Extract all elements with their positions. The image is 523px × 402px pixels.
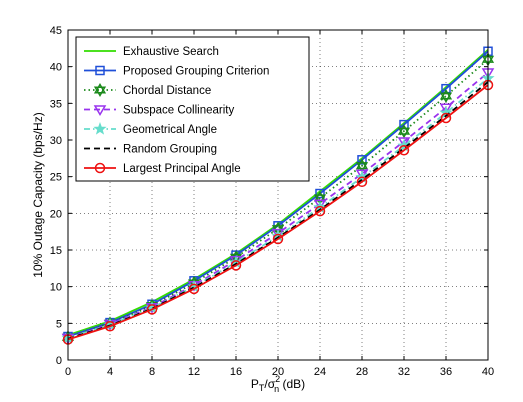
y-axis-label: 10% Outage Capacity (bps/Hz) [31,112,45,277]
largest-principal-angle-marker [146,304,158,315]
x-tick-label: 40 [482,366,494,378]
y-tick-label: 5 [56,318,62,330]
y-tick-label: 40 [50,62,62,74]
legend-label: Geometrical Angle [123,124,217,136]
chordal-distance-marker [439,89,453,100]
chordal-distance-line [67,58,489,339]
proposed-grouping-criterion-marker [315,188,325,199]
x-axis-label-mid: /σ [264,377,275,391]
subspace-collinearity-marker [439,103,453,115]
legend: Exhaustive Search Proposed Grouping Crite… [75,36,310,182]
subspace-collinearity-marker [397,137,411,148]
subspace-collinearity-marker [313,199,327,211]
x-tick-label: 20 [272,366,284,378]
x-axis-label-sub2: n [274,384,279,394]
x-tick-label: 16 [230,366,242,378]
x-axis-label-tail: (dB) [279,377,305,391]
legend-item-proposed-grouping-criterion: Proposed Grouping Criterion [84,66,269,78]
legend-label: Largest Principal Angle [123,163,241,175]
largest-principal-angle-marker [188,283,200,295]
y-tick-label: 25 [50,172,62,184]
x-tick-label: 0 [65,366,71,378]
legend-item-largest-principal-angle: Largest Principal Angle [84,162,241,175]
y-tick-label: 20 [50,208,62,220]
x-tick-label: 32 [398,366,410,378]
y-tick-label: 15 [50,245,62,257]
x-tick-label: 36 [440,366,452,378]
chordal-distance-marker [313,194,327,205]
legend-item-random-grouping: Random Grouping [84,144,217,156]
legend-label: Random Grouping [123,144,217,156]
legend-chordal-distance-marker [93,86,107,97]
x-tick-label: 24 [314,366,326,378]
chordal-distance-marker [355,162,369,173]
y-tick-label: 0 [56,355,62,367]
largest-principal-angle-marker [356,176,368,188]
proposed-grouping-criterion-marker [357,155,367,165]
legend-label: Chordal Distance [123,85,211,97]
tick-labels: 0 4 8 12 16 20 24 28 32 36 40 0 5 10 15 20 25 30 35 40 45 [50,25,494,378]
legend-proposed-grouping-criterion-marker [95,65,105,76]
y-tick-label: 30 [50,135,62,147]
x-tick-label: 12 [188,366,200,378]
legend-label: Subspace Collinearity [123,105,234,117]
legend-subspace-collinearity-marker [93,105,107,116]
x-axis-label-sup: 2 [275,374,280,384]
x-axis-label: PT/σ2 n (dB) [251,374,305,394]
legend-label: Exhaustive Search [123,46,219,58]
legend-geometrical-angle-marker [93,122,107,135]
chordal-distance-marker [355,158,369,170]
legend-item-geometrical-angle: Geometrical Angle [84,122,217,136]
legend-item-subspace-collinearity: Subspace Collinearity [84,105,234,117]
x-tick-label: 28 [356,366,368,378]
y-tick-label: 10 [50,282,62,294]
largest-principal-angle-line [67,84,489,341]
legend-item-exhaustive-search: Exhaustive Search [84,46,219,58]
legend-label: Proposed Grouping Criterion [123,66,269,78]
legend-items: Exhaustive Search Proposed Grouping Crite… [84,46,269,175]
largest-principal-angle-marker [104,321,116,332]
chordal-distance-marker [439,92,453,103]
x-axis-label-main: P [251,377,259,391]
largest-principal-angle-marker [440,112,452,124]
largest-principal-angle-marker [230,260,242,271]
x-axis-label-sub1: T [259,383,265,393]
chordal-distance-marker [397,124,411,135]
legend-item-chordal-distance: Chordal Distance [84,83,211,97]
largest-principal-angle-marker [314,205,326,217]
y-tick-label: 35 [50,98,62,110]
x-tick-label: 8 [149,366,155,378]
legend-largest-principal-angle-marker [94,162,106,174]
legend-chordal-distance-marker [93,83,107,94]
chordal-distance-marker [397,127,411,139]
largest-principal-angle-marker [398,145,410,156]
ticks [67,29,489,361]
chordal-distance-marker [229,253,243,265]
y-tick-label: 45 [50,25,62,37]
largest-principal-angle-marker [272,233,284,245]
x-tick-label: 4 [107,366,113,378]
